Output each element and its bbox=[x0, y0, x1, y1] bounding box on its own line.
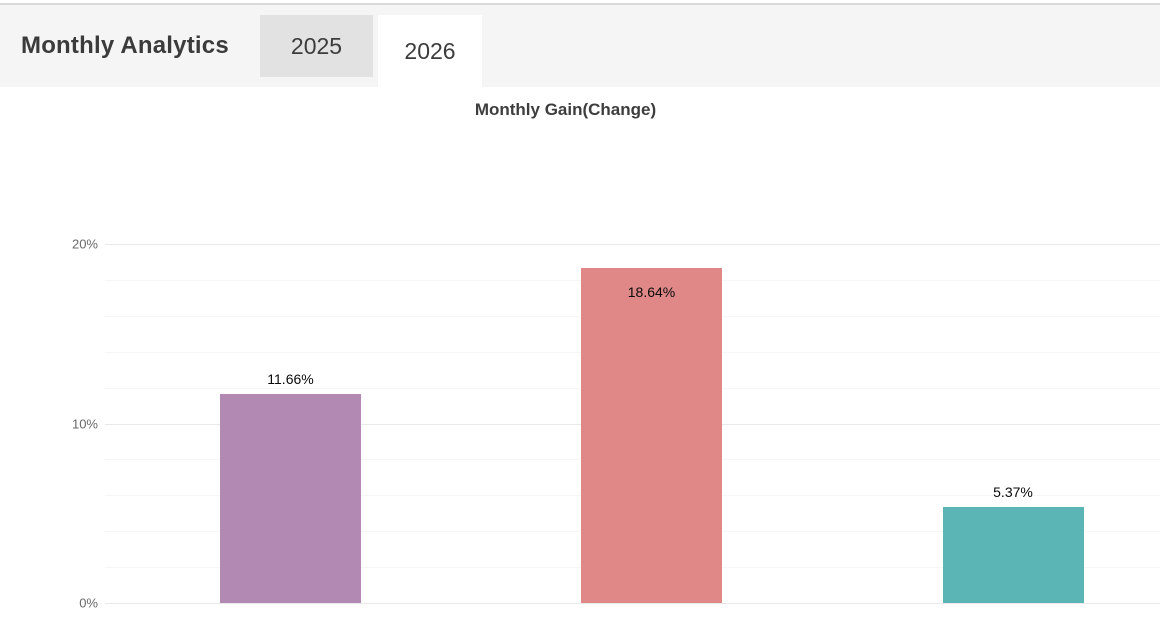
page-title: Monthly Analytics bbox=[21, 32, 229, 59]
major-gridline bbox=[105, 603, 1160, 604]
bar-value-label: 11.66% bbox=[267, 370, 314, 387]
major-gridline bbox=[105, 244, 1160, 245]
top-divider bbox=[0, 0, 1160, 5]
bar-mar-2026[interactable] bbox=[942, 506, 1084, 603]
tab-2026[interactable]: 2026 bbox=[378, 15, 482, 87]
header: Monthly Analytics 2025 2026 bbox=[0, 5, 1160, 87]
bar-value-label: 5.37% bbox=[993, 483, 1033, 500]
bar-chart-plot-area: 0%10%20%11.66%Jan 202618.64%Feb 20265.37… bbox=[0, 87, 1160, 638]
chart-card: Monthly Gain(Change) 0%10%20%11.66%Jan 2… bbox=[0, 87, 1160, 638]
tab-2025[interactable]: 2025 bbox=[260, 15, 373, 77]
bar-jan-2026[interactable] bbox=[220, 393, 361, 603]
chart-title: Monthly Gain(Change) bbox=[474, 100, 657, 119]
y-axis-tick-label: 20% bbox=[71, 236, 98, 252]
bar-value-label: 18.64% bbox=[627, 284, 676, 301]
y-axis-tick-label: 0% bbox=[79, 595, 98, 611]
bar-feb-2026[interactable] bbox=[581, 268, 722, 603]
y-axis-tick-label: 10% bbox=[71, 416, 98, 431]
